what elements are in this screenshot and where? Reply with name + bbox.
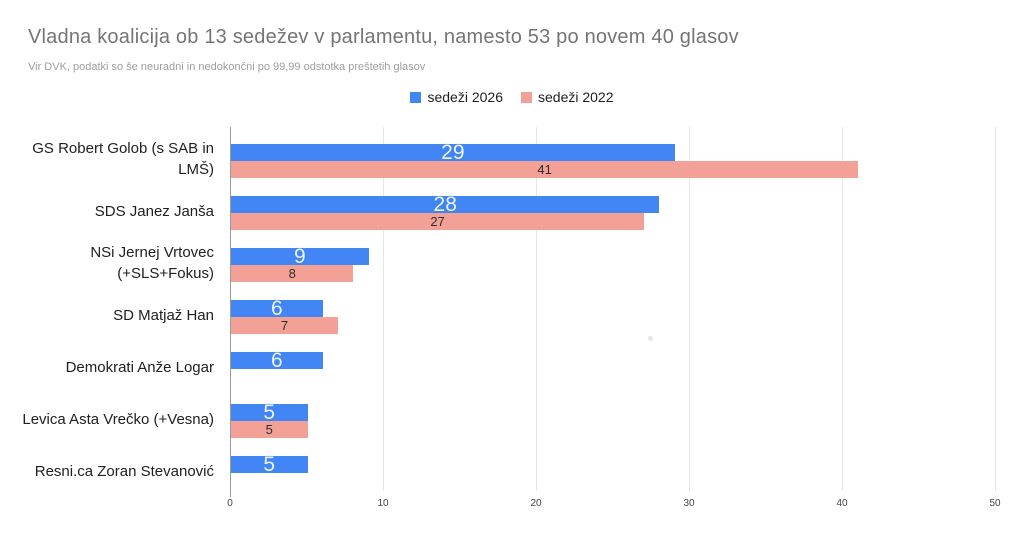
bar-2022: 8 <box>231 265 354 282</box>
bar-value-label: 5 <box>263 401 276 424</box>
category-label: NSi Jernej Vrtovec (+SLS+Fokus) <box>90 244 214 282</box>
bar-value-label: 5 <box>263 453 276 476</box>
legend-swatch-2022-icon <box>521 91 532 103</box>
gridline-20 <box>536 127 537 491</box>
bar-value-label: 7 <box>280 318 289 333</box>
gridline-10 <box>383 127 384 491</box>
bar-value-label: 28 <box>433 193 457 216</box>
bar-value-label: 29 <box>441 141 465 164</box>
category-label: Levica Asta Vrečko (+Vesna) <box>22 410 214 428</box>
x-tick-label-0: 0 <box>227 498 233 509</box>
legend: sedeži 2026 sedeži 2022 <box>0 89 1024 105</box>
category-label: SD Matjaž Han <box>113 306 214 324</box>
bar-value-label: 9 <box>294 245 306 268</box>
bar-2026: 9 <box>231 245 369 268</box>
category-label: SDS Janez Janša <box>94 202 214 220</box>
bar-value-label: 6 <box>271 297 283 320</box>
chart-subtitle: Vir DVK, podatki so še neuradni in nedok… <box>28 61 426 73</box>
bar-value-label: 8 <box>288 266 296 281</box>
legend-label-2026: sedeži 2026 <box>427 89 503 105</box>
bar-group: 5 <box>230 439 995 491</box>
category-label: Demokrati Anže Logar <box>65 358 214 376</box>
bar-2026: 5 <box>231 453 308 476</box>
x-axis: 0 10 20 30 40 50 <box>0 498 1024 512</box>
category-label: Resni.ca Zoran Stevanović <box>34 462 214 480</box>
legend-label-2022: sedeži 2022 <box>538 89 614 105</box>
gridline-50 <box>995 127 996 491</box>
bar-2022: 5 <box>231 421 308 438</box>
gridline-30 <box>689 127 690 491</box>
x-tick-label-30: 30 <box>683 498 695 509</box>
bar-value-label: 6 <box>271 349 283 372</box>
x-tick-label-50: 50 <box>989 498 1001 509</box>
screen-speck <box>648 336 653 341</box>
x-tick-label-10: 10 <box>377 498 389 509</box>
bar-group: 28 27 <box>230 179 995 231</box>
bar-2026: 5 <box>231 401 308 424</box>
plot-area: 29 41 28 27 9 8 6 7 6 5 5 5 <box>230 127 996 497</box>
category-label: GS Robert Golob (s SAB in LMŠ) <box>32 140 214 178</box>
bar-value-label: 27 <box>430 214 445 229</box>
legend-item-2022: sedeži 2022 <box>521 89 614 105</box>
bar-2026: 29 <box>231 141 675 164</box>
bar-2022: 41 <box>231 161 859 178</box>
bar-value-label: 41 <box>537 162 552 177</box>
legend-swatch-2026-icon <box>410 91 422 103</box>
bar-2026: 6 <box>231 349 323 372</box>
bar-2026: 28 <box>231 193 660 216</box>
legend-item-2026: sedeži 2026 <box>410 89 503 105</box>
bar-group: 6 <box>230 335 995 387</box>
gridline-40 <box>842 127 843 491</box>
bar-2022: 7 <box>231 317 339 334</box>
category-axis: GS Robert Golob (s SAB in LMŠ) SDS Janez … <box>0 127 222 491</box>
x-tick-label-40: 40 <box>836 498 848 509</box>
y-axis-line <box>230 127 231 497</box>
bar-2026: 6 <box>231 297 323 320</box>
bar-value-label: 5 <box>265 422 273 437</box>
x-tick-label-20: 20 <box>530 498 542 509</box>
bar-group: 29 41 <box>230 127 995 179</box>
bar-2022: 27 <box>231 213 645 230</box>
chart-title: Vladna koalicija ob 13 sedežev v parlame… <box>28 26 739 48</box>
